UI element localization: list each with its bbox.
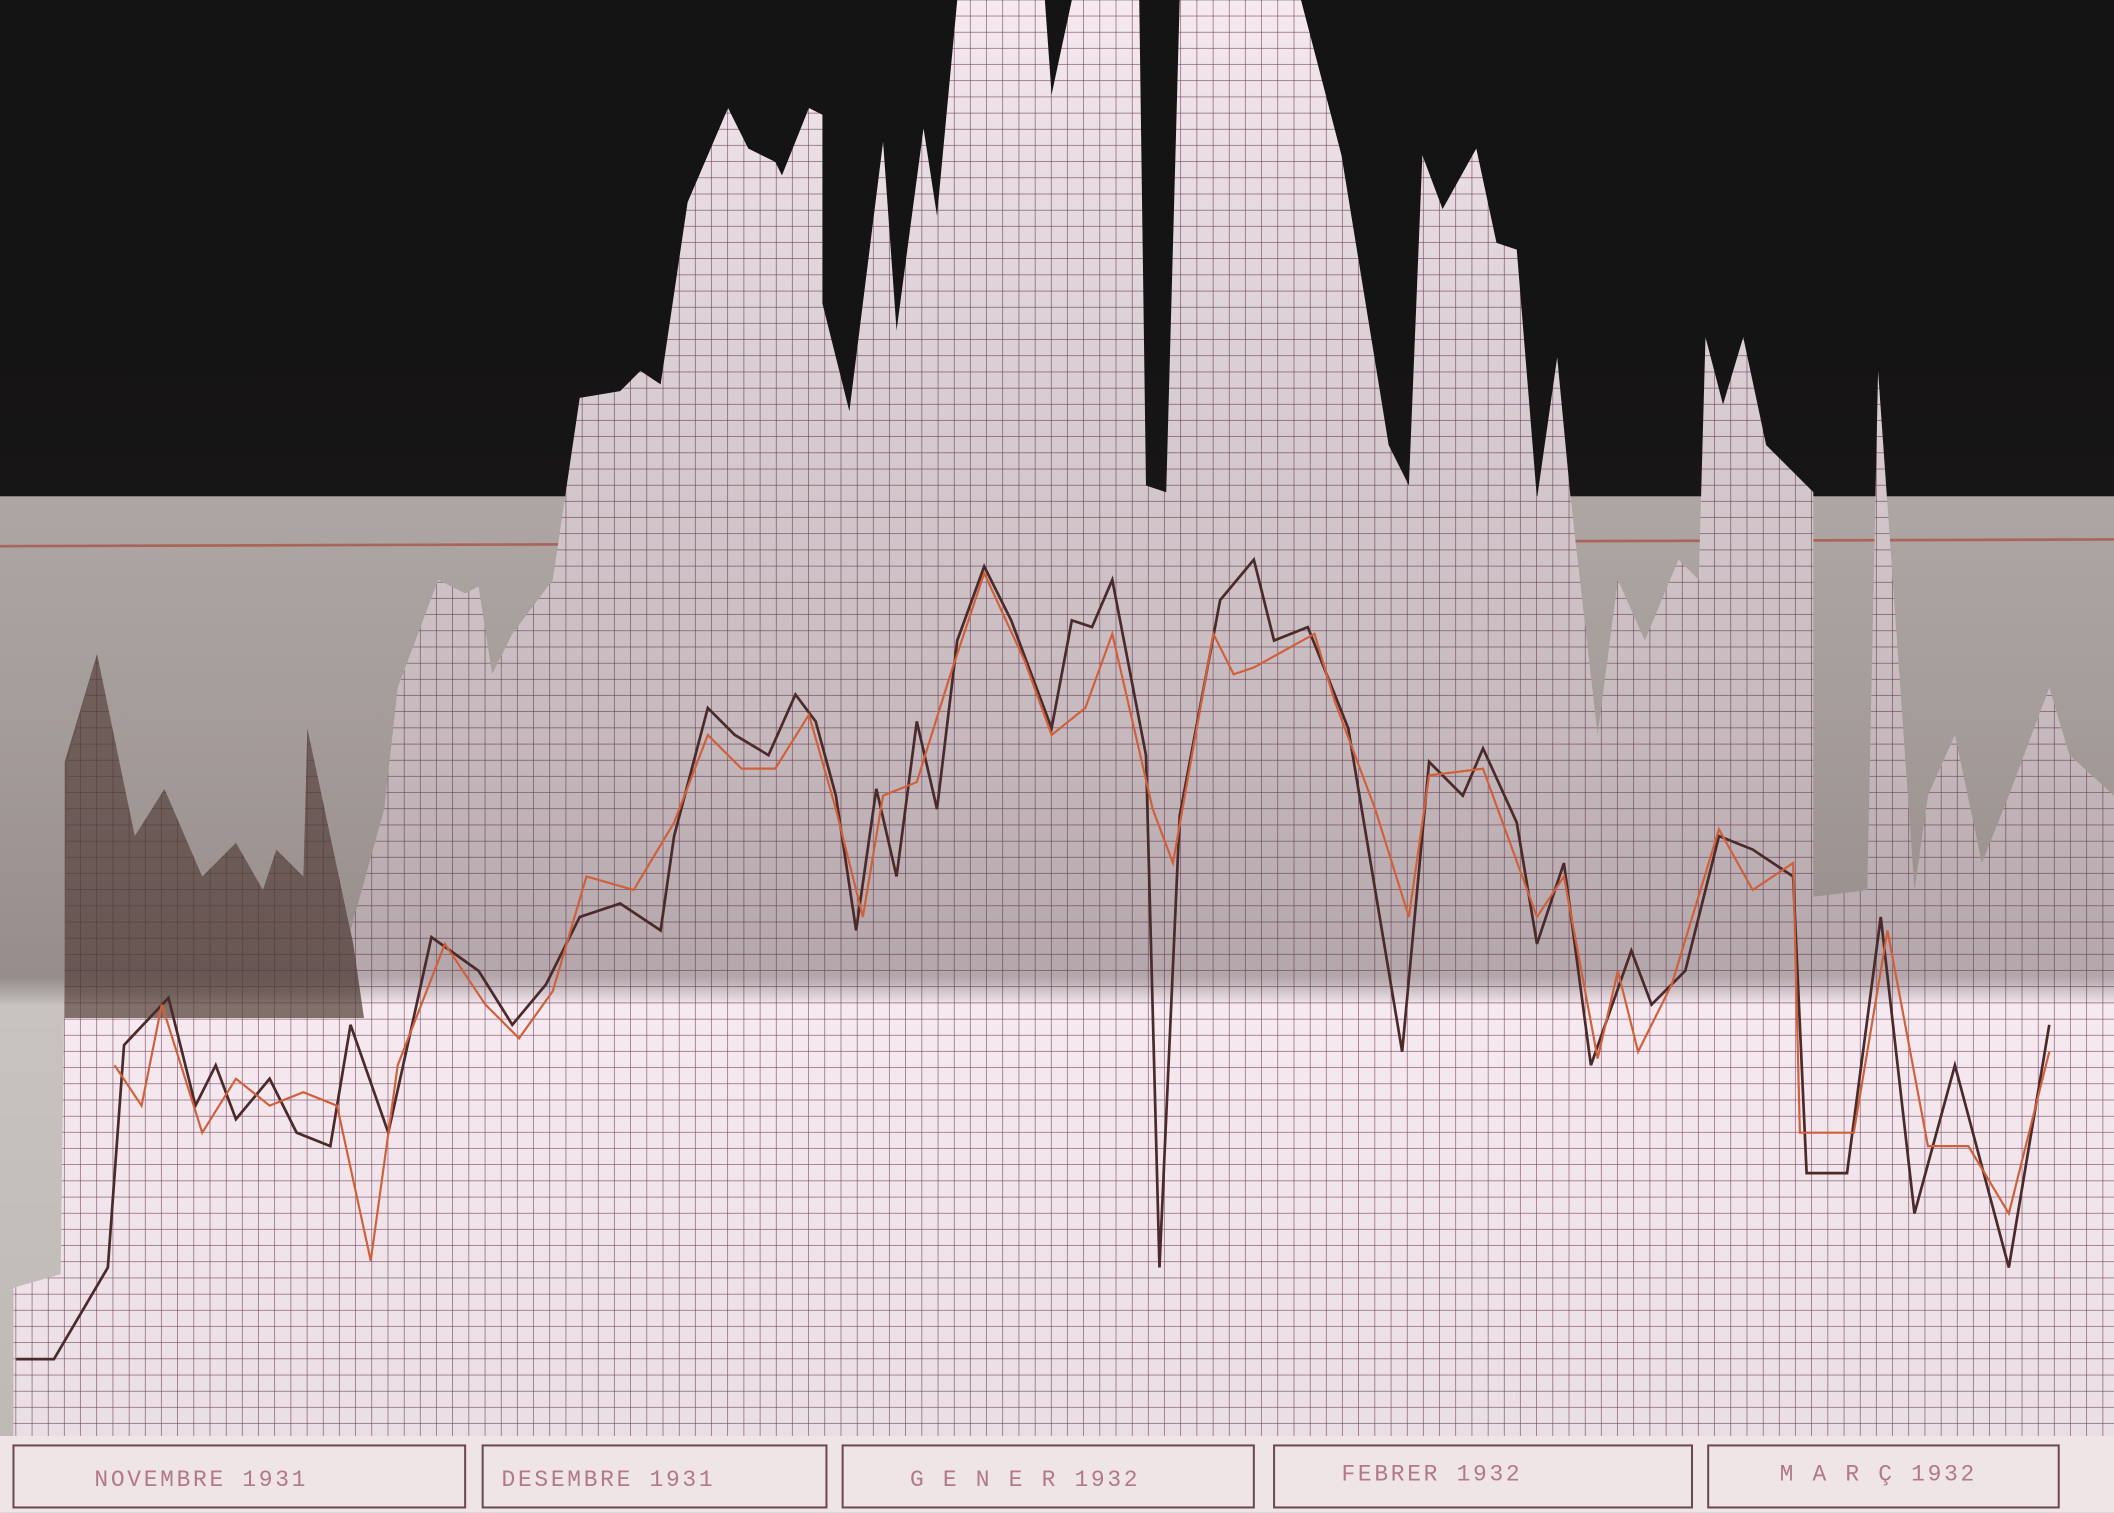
fold-shading [0, 0, 2114, 1437]
label-boxes [12, 1444, 2060, 1509]
month-label: G E N E R 1932 [910, 1467, 1140, 1493]
month-label: FEBRER 1932 [1341, 1461, 1522, 1487]
trace-dark [16, 556, 2051, 1361]
label-strip [0, 1436, 2114, 1513]
trace-red [113, 570, 2051, 1261]
month-label: DESEMBRE 1931 [502, 1467, 716, 1493]
month-label: NOVEMBRE 1931 [94, 1467, 308, 1493]
month-label: M A R Ç 1932 [1780, 1461, 1977, 1487]
